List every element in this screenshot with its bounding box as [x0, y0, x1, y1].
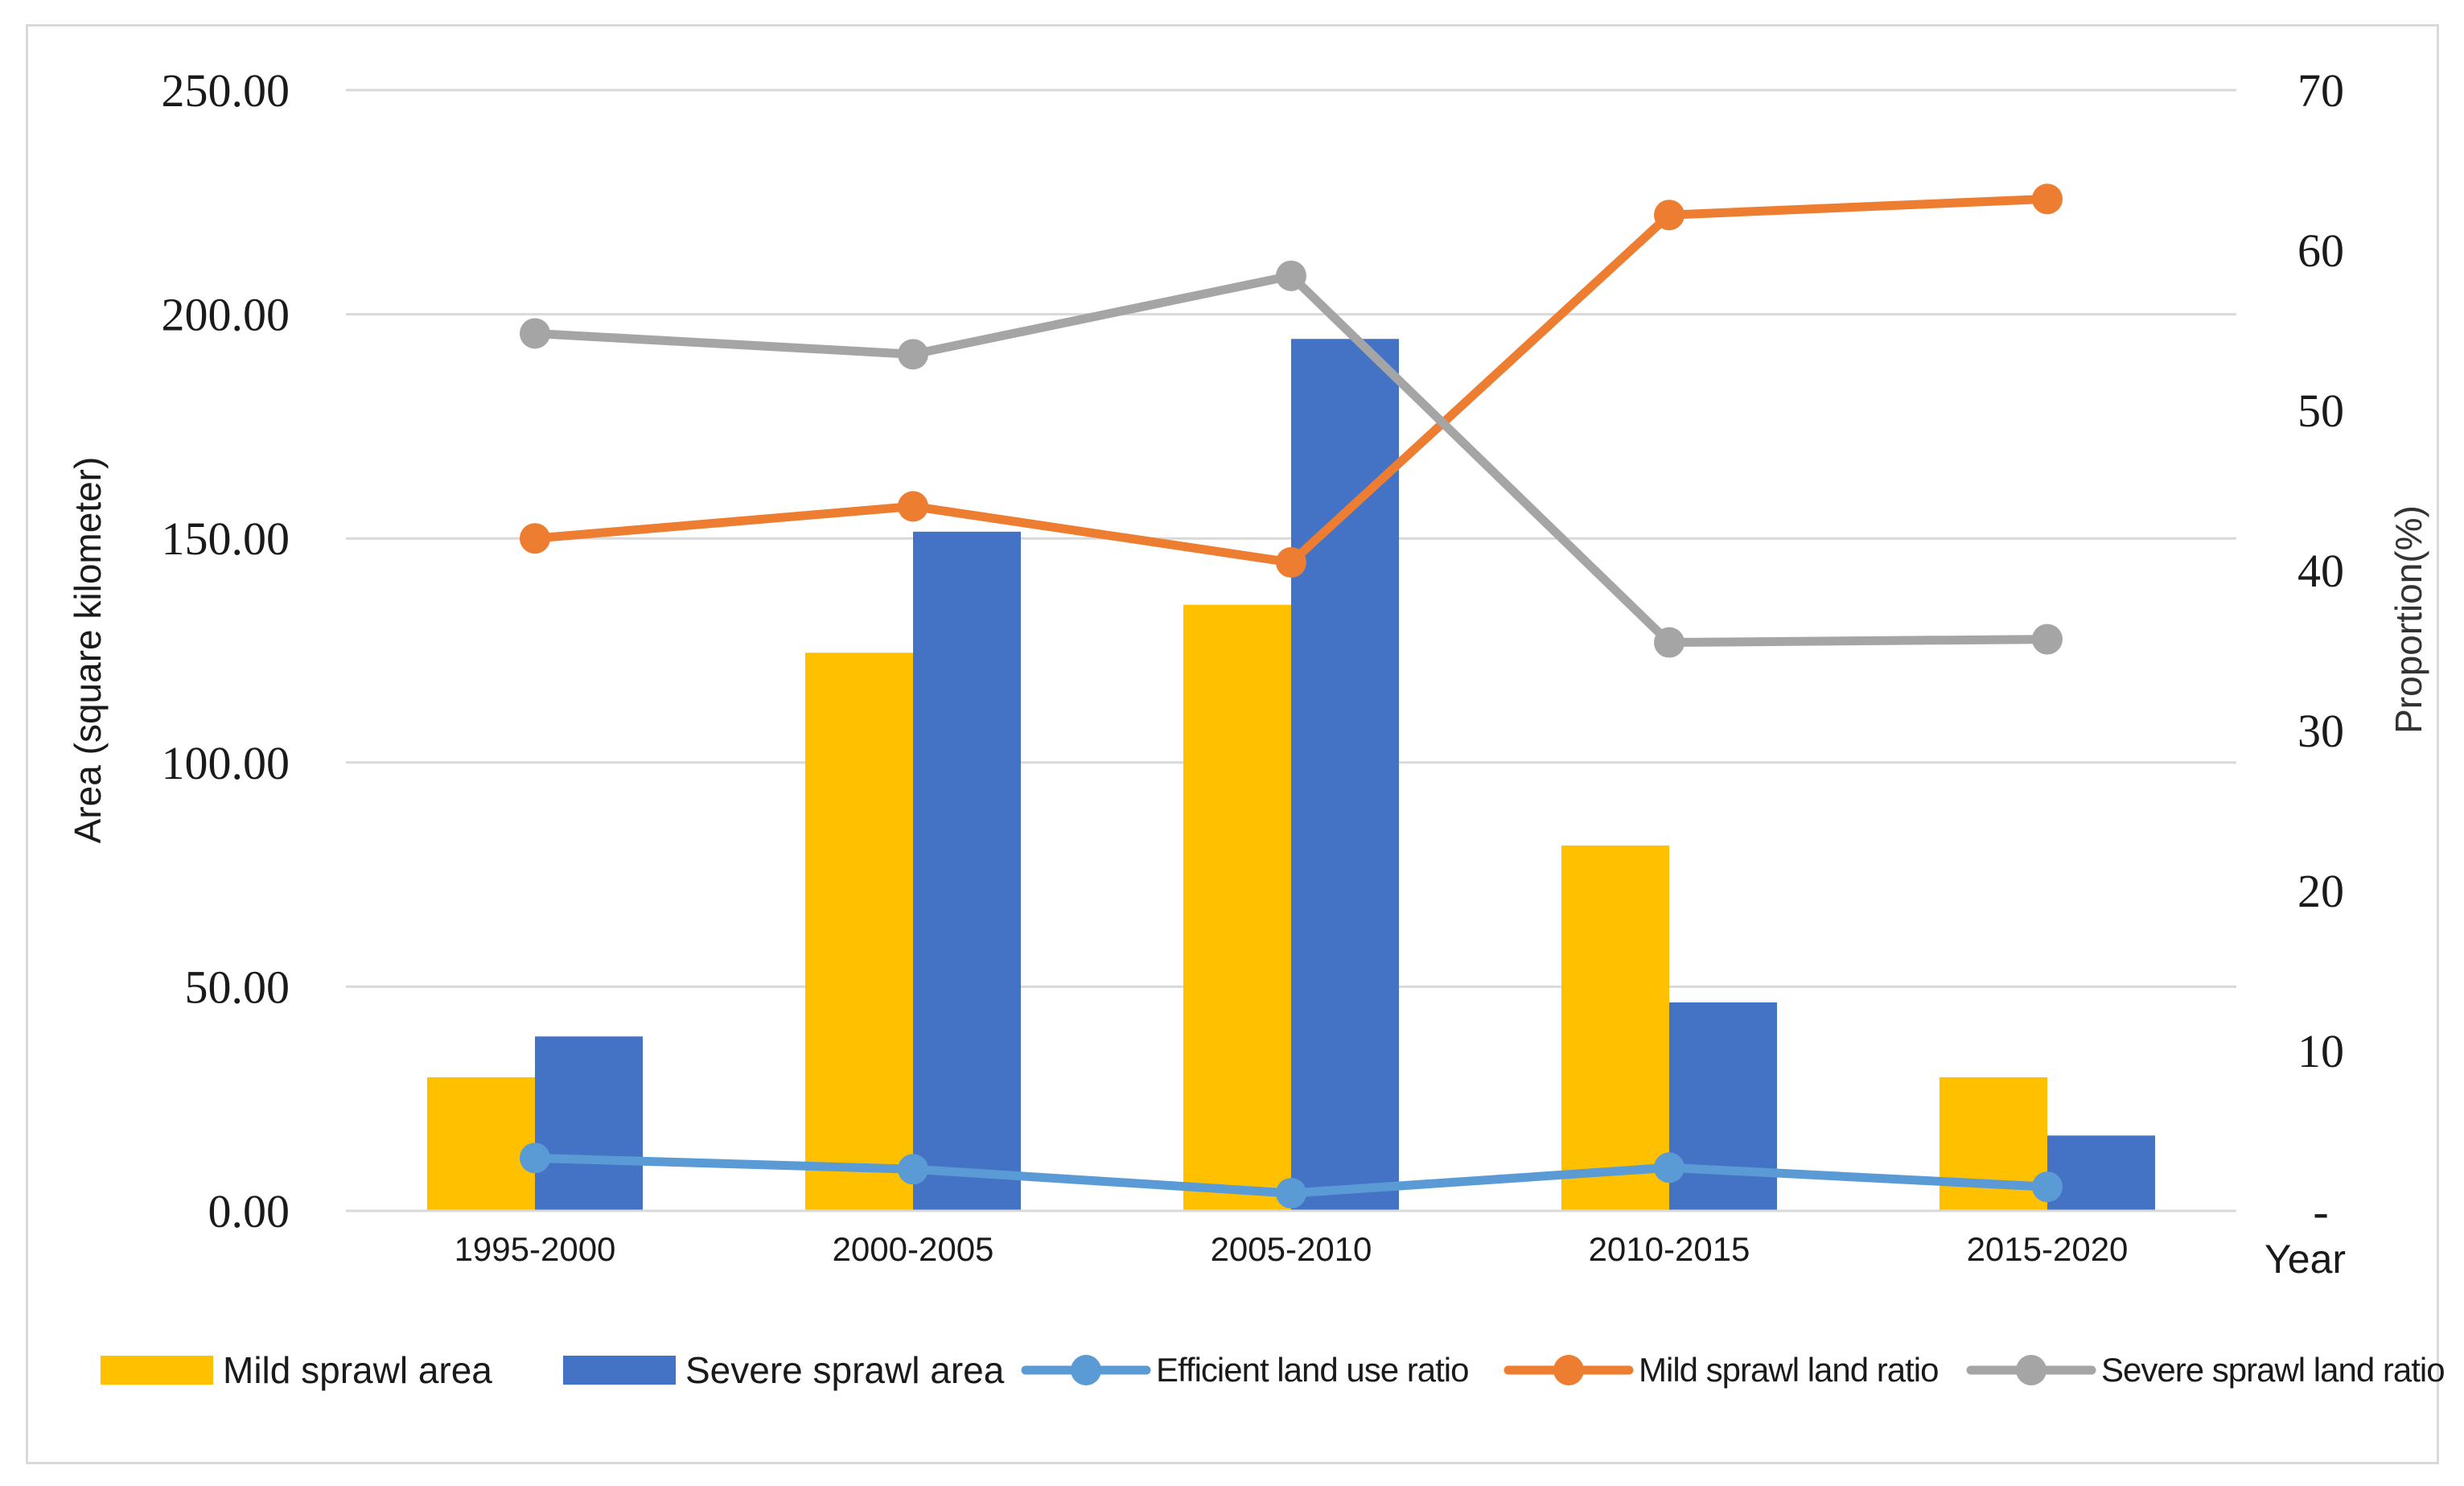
legend-label: Severe sprawl land ratio — [2101, 1351, 2445, 1389]
y-right-tick-label: 30 — [2297, 705, 2344, 757]
y-right-tick-label: 10 — [2297, 1025, 2344, 1077]
point-mild-sprawl-land-ratio — [898, 491, 928, 522]
point-severe-sprawl-land-ratio — [1654, 627, 1684, 658]
x-tick-label: 2000-2005 — [833, 1230, 994, 1268]
x-tick-label: 2010-2015 — [1589, 1230, 1750, 1268]
legend-marker — [2016, 1355, 2046, 1385]
point-mild-sprawl-land-ratio — [1654, 200, 1684, 231]
y-left-tick-label: 0.00 — [208, 1185, 290, 1237]
x-tick-label: 2015-2020 — [1967, 1230, 2129, 1268]
point-severe-sprawl-land-ratio — [520, 318, 550, 349]
y-right-tick-label: 40 — [2297, 545, 2344, 597]
x-tick-label: 1995-2000 — [455, 1230, 616, 1268]
point-efficient-land-use-ratio — [1276, 1178, 1306, 1209]
x-tick-label: 2005-2010 — [1211, 1230, 1372, 1268]
y-left-tick-label: 100.00 — [162, 737, 290, 789]
x-axis-title: Year — [2264, 1237, 2346, 1282]
bar-mild-sprawl-area — [1183, 604, 1291, 1211]
bar-mild-sprawl-area — [805, 652, 913, 1211]
y-left-axis-title: Area (square kilometer) — [67, 457, 109, 844]
legend-swatch — [101, 1356, 213, 1385]
legend-label: Efficient land use ratio — [1156, 1351, 1468, 1389]
point-efficient-land-use-ratio — [2032, 1171, 2063, 1203]
y-left-tick-label: 200.00 — [162, 289, 290, 341]
y-right-tick-label: 60 — [2297, 224, 2344, 277]
point-mild-sprawl-land-ratio — [1276, 547, 1306, 578]
point-efficient-land-use-ratio — [1654, 1152, 1684, 1183]
y-right-tick-label: 20 — [2297, 865, 2344, 917]
y-right-tick-label: 70 — [2297, 64, 2344, 117]
legend-label: Severe sprawl area — [685, 1349, 1005, 1391]
bar-severe-sprawl-area — [1291, 339, 1399, 1212]
bar-severe-sprawl-area — [2047, 1135, 2155, 1211]
bar-mild-sprawl-area — [1940, 1076, 2047, 1211]
bar-severe-sprawl-area — [913, 531, 1021, 1211]
bar-marks — [427, 339, 2155, 1212]
point-efficient-land-use-ratio — [520, 1142, 550, 1174]
axes: 0.00 50.00 100.00 150.00 200.00 250.00 - 10 20 30… — [67, 64, 2429, 1282]
point-severe-sprawl-land-ratio — [1276, 260, 1306, 291]
bar-severe-sprawl-area — [1669, 1002, 1777, 1211]
y-right-tick-label: 50 — [2297, 385, 2344, 437]
bar-mild-sprawl-area — [427, 1076, 535, 1211]
bar-mild-sprawl-area — [1561, 845, 1669, 1211]
bar-severe-sprawl-area — [535, 1036, 643, 1211]
y-left-tick-label: 250.00 — [162, 64, 290, 117]
point-mild-sprawl-land-ratio — [2032, 183, 2063, 215]
point-severe-sprawl-land-ratio — [2032, 624, 2063, 655]
line-marks — [520, 183, 2063, 1209]
legend: Mild sprawl area Severe sprawl area Effici… — [101, 1349, 2445, 1391]
y-right-tick-label: - — [2313, 1185, 2328, 1237]
legend-label: Mild sprawl area — [223, 1349, 492, 1391]
y-left-tick-label: 50.00 — [185, 961, 290, 1013]
point-mild-sprawl-land-ratio — [520, 523, 550, 554]
legend-label: Mild sprawl land ratio — [1639, 1351, 1939, 1389]
legend-marker — [1071, 1355, 1101, 1385]
point-efficient-land-use-ratio — [898, 1154, 928, 1185]
legend-marker — [1553, 1355, 1584, 1385]
point-severe-sprawl-land-ratio — [898, 339, 928, 370]
legend-swatch — [563, 1356, 676, 1385]
y-left-tick-label: 150.00 — [162, 512, 290, 565]
y-right-axis-title: Proportion(%) — [2388, 505, 2429, 734]
